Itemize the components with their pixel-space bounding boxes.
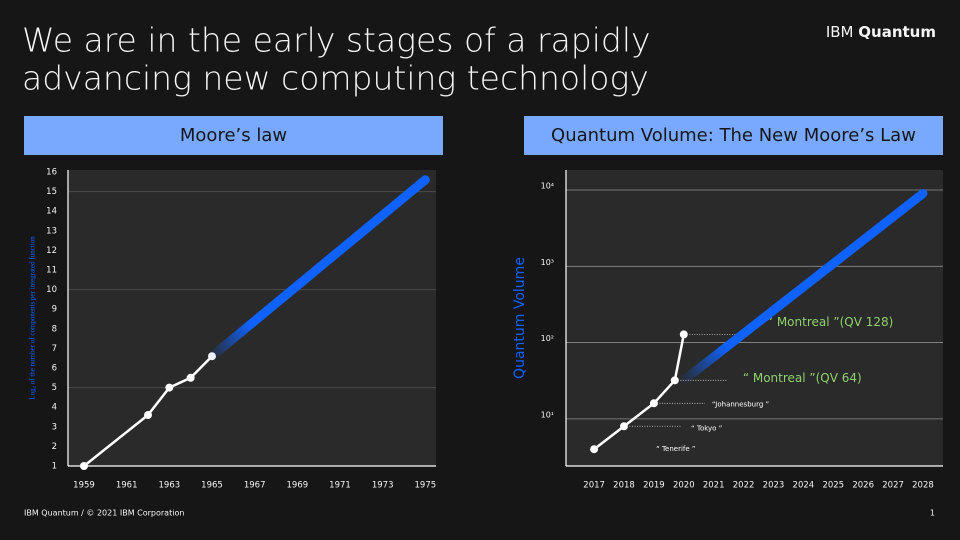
x-tick-label: 2022 (733, 481, 755, 491)
y-tick-label: 10³ (541, 258, 554, 267)
x-tick-label: 2023 (763, 481, 785, 491)
x-tick-label: 1967 (244, 481, 266, 491)
x-tick-label: 2028 (912, 481, 934, 491)
slide-title: We are in the early stages of a rapidly (22, 21, 651, 60)
chart-title: Quantum Volume: The New Moore’s Law (551, 125, 916, 146)
data-point (165, 383, 174, 392)
x-tick-label: 2024 (793, 481, 815, 491)
y-tick-label: 10 (46, 285, 57, 295)
data-point (679, 330, 688, 339)
y-tick-label: 4 (52, 403, 57, 413)
data-point (80, 462, 88, 470)
data-point (186, 373, 195, 382)
point-label: “ Montreal ”(QV 128) (767, 315, 894, 329)
y-tick-label: 10¹ (541, 410, 554, 419)
y-tick-label: 11 (46, 265, 57, 275)
y-tick-label: 5 (52, 383, 57, 393)
data-point (670, 376, 679, 385)
x-tick-label: 2018 (613, 481, 635, 491)
x-tick-label: 1965 (201, 481, 223, 491)
data-point (649, 399, 658, 408)
chart-title: Moore’s law (180, 125, 287, 146)
data-point (144, 411, 152, 420)
x-tick-label: 1973 (372, 481, 394, 491)
y-tick-label: 8 (52, 324, 57, 334)
slide-title: advancing new computing technology (22, 59, 649, 98)
point-label: “ Tokyo ” (691, 424, 722, 432)
y-tick-label: 15 (46, 187, 57, 197)
y-tick-label: 10⁴ (541, 182, 554, 191)
header-band (524, 116, 943, 155)
x-tick-label: 1959 (73, 481, 95, 491)
y-tick-label: 13 (46, 226, 57, 236)
point-label: “ Montreal ”(QV 64) (743, 371, 862, 385)
point-label: “ Tenerife ” (656, 445, 695, 453)
trend-line (207, 175, 430, 361)
x-tick-label: 2026 (852, 481, 874, 491)
trend-line (679, 189, 928, 385)
x-tick-label: 2025 (822, 481, 844, 491)
header-band (24, 116, 443, 155)
y-tick-label: 2 (52, 442, 57, 452)
x-tick-label: 2027 (882, 481, 904, 491)
y-tick-label: 10² (541, 334, 554, 343)
data-point (590, 445, 599, 454)
x-tick-label: 1969 (287, 481, 309, 491)
y-tick-label: 6 (52, 363, 57, 373)
x-tick-label: 1971 (329, 481, 351, 491)
x-tick-label: 2021 (703, 481, 725, 491)
data-point (620, 422, 628, 431)
brand-name: IBM (826, 23, 854, 41)
plot-area (566, 170, 943, 466)
footer: IBM Quantum / © 2021 IBM Corporation (24, 509, 184, 518)
brand-product: Quantum (858, 23, 936, 41)
brand: IBM Quantum (826, 23, 936, 41)
point-label: “Johannesburg ” (712, 400, 769, 408)
page-number: 1 (930, 509, 935, 518)
x-tick-label: 1975 (415, 481, 437, 491)
y-tick-label: 7 (52, 344, 57, 354)
y-tick-label: 3 (52, 422, 57, 432)
y-tick-label: 12 (46, 246, 57, 256)
y-tick-label: 14 (46, 207, 57, 217)
x-tick-label: 1961 (116, 481, 138, 491)
x-tick-label: 2019 (643, 481, 665, 491)
y-tick-label: 16 (46, 167, 57, 177)
y-axis-label: Log₂ of the number of components per int… (29, 236, 37, 400)
y-axis-label: Quantum Volume (512, 257, 528, 379)
y-tick-label: 9 (52, 305, 57, 315)
x-tick-label: 1963 (159, 481, 181, 491)
x-tick-label: 2020 (673, 481, 695, 491)
x-tick-label: 2017 (583, 481, 605, 491)
y-tick-label: 1 (52, 462, 57, 472)
